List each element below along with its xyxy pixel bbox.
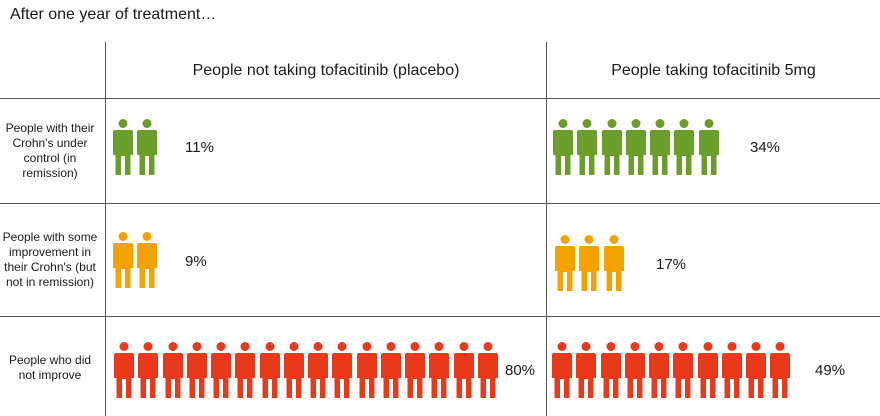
person-icon (137, 232, 158, 288)
divider-header (0, 98, 880, 99)
person-icon (114, 342, 134, 398)
person-icon (405, 342, 425, 398)
person-icon (356, 342, 377, 398)
icon-group-no-improvement-placebo (114, 342, 502, 398)
person-icon (113, 119, 133, 175)
person-icon (650, 119, 670, 175)
column-header-tofacitinib: People taking tofacitinib 5mg (611, 62, 816, 79)
person-icon (113, 232, 133, 288)
person-icon (601, 119, 622, 175)
person-icon (308, 342, 328, 398)
person-icon (162, 342, 183, 398)
divider-row-2 (0, 316, 880, 317)
person-icon (380, 342, 401, 398)
icon-group-remission-placebo (113, 119, 162, 175)
icon-group-remission-tofacitinib (553, 119, 723, 175)
person-icon (137, 119, 158, 175)
person-icon (553, 119, 573, 175)
person-icon (283, 342, 304, 398)
percent-remission-placebo: 11% (185, 139, 214, 156)
person-icon (555, 235, 575, 291)
person-icon (697, 342, 718, 398)
person-icon (186, 342, 207, 398)
person-icon (603, 235, 624, 291)
page-title: After one year of treatment… (10, 6, 217, 23)
percent-improvement-placebo: 9% (185, 253, 207, 270)
person-icon (429, 342, 450, 398)
row-label-remission: People with their Crohn's under control … (5, 121, 95, 180)
person-icon (453, 342, 474, 398)
icon-group-no-improvement-tofacitinib (552, 342, 795, 398)
person-icon (477, 342, 498, 398)
person-icon (576, 342, 597, 398)
person-icon (211, 342, 231, 398)
person-icon (235, 342, 256, 398)
person-icon (625, 119, 646, 175)
row-label-improvement: People with some improvement in their Cr… (2, 230, 98, 289)
person-icon (624, 342, 645, 398)
divider-vertical-left (105, 42, 106, 416)
person-icon (577, 119, 598, 175)
person-icon (259, 342, 280, 398)
row-label-no-improvement: People who did not improve (8, 352, 92, 382)
person-icon (770, 342, 791, 398)
percent-remission-tofacitinib: 34% (750, 139, 781, 156)
person-icon (138, 342, 159, 398)
column-header-placebo: People not taking tofacitinib (placebo) (192, 62, 460, 79)
icon-group-improvement-tofacitinib (555, 235, 628, 291)
person-icon (673, 342, 694, 398)
person-icon (552, 342, 572, 398)
person-icon (674, 119, 695, 175)
divider-vertical-middle (546, 42, 547, 416)
person-icon (698, 119, 719, 175)
person-icon (746, 342, 766, 398)
person-icon (600, 342, 621, 398)
divider-row-1 (0, 203, 880, 204)
icon-group-improvement-placebo (113, 232, 162, 288)
percent-improvement-tofacitinib: 17% (656, 256, 687, 273)
percent-no-improvement-tofacitinib: 49% (815, 362, 846, 379)
person-icon (579, 235, 600, 291)
person-icon (649, 342, 669, 398)
percent-no-improvement-placebo: 80% (505, 362, 536, 379)
person-icon (332, 342, 353, 398)
person-icon (721, 342, 742, 398)
